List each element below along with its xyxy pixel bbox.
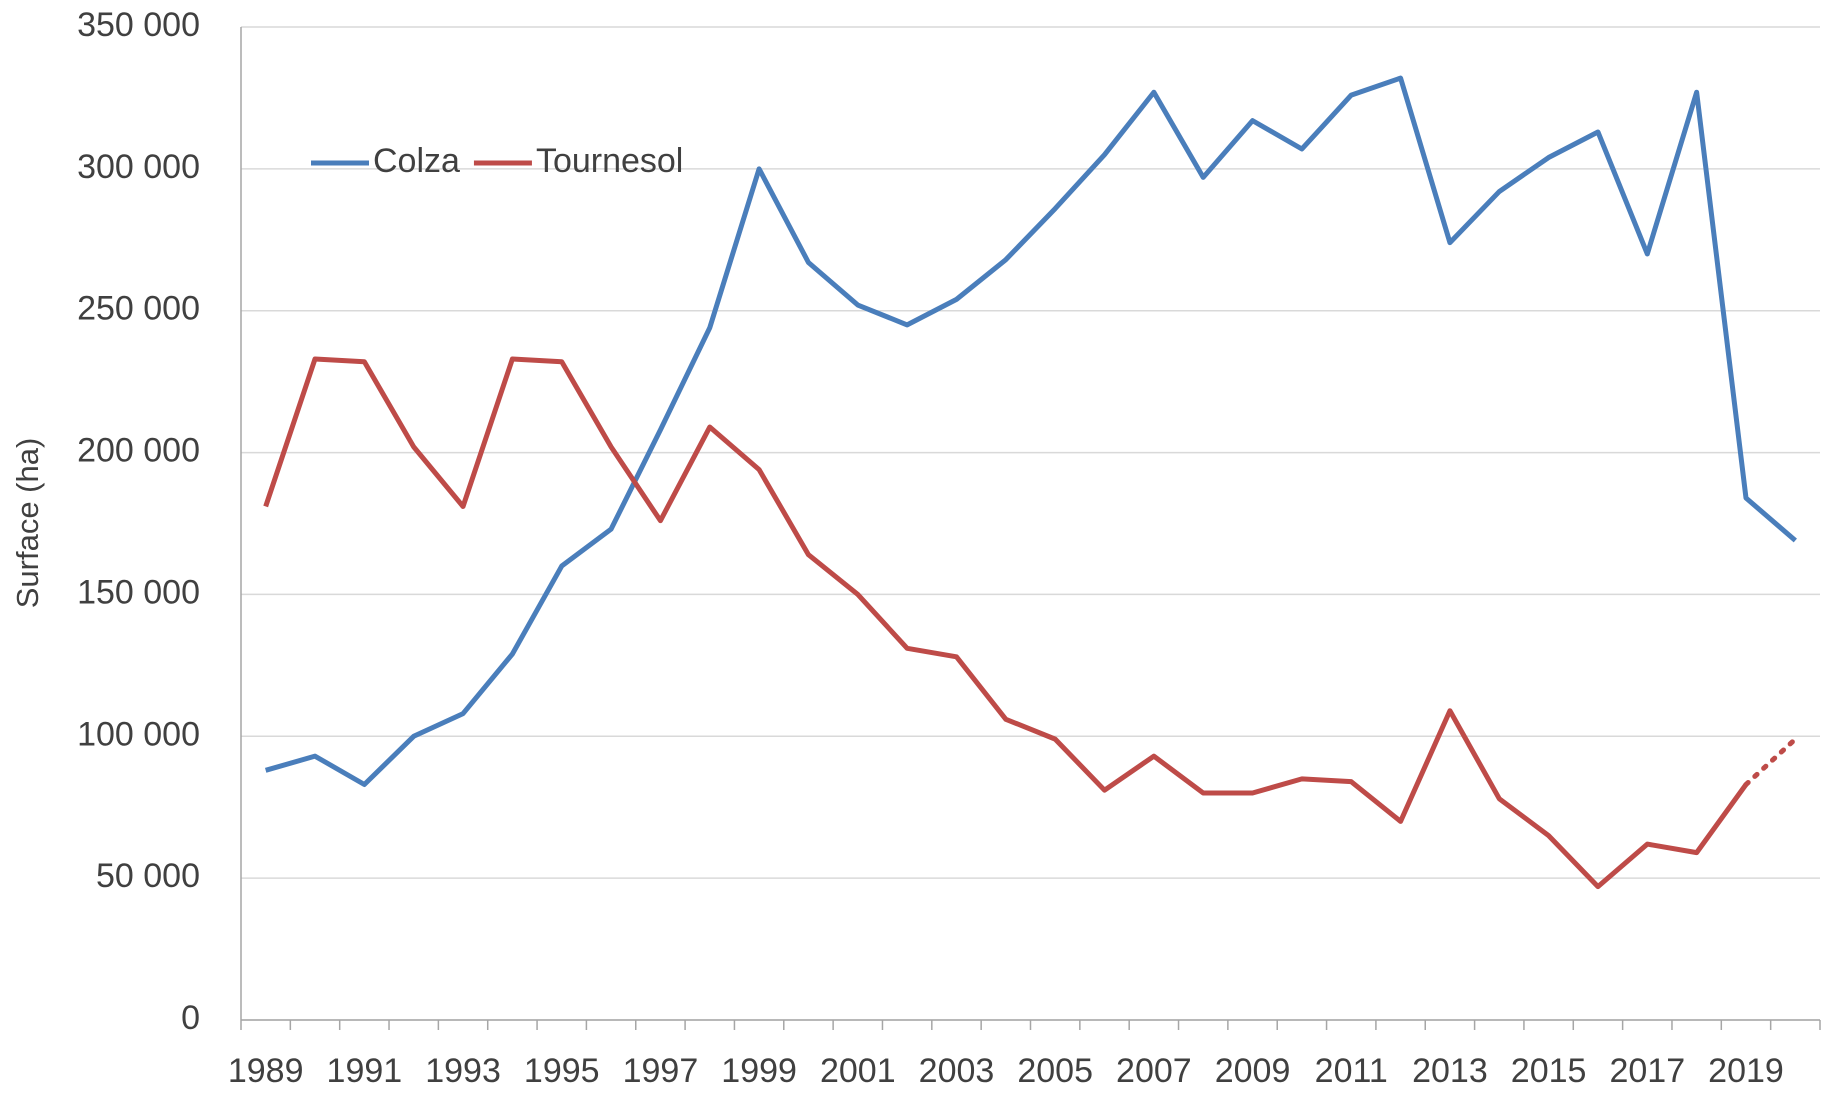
y-tick-label: 200 000 — [77, 432, 200, 470]
line-series-dotted — [1743, 736, 1798, 788]
y-tick-label: 50 000 — [96, 857, 200, 895]
y-tick-label: 350 000 — [77, 6, 200, 44]
x-tick-label: 2001 — [820, 1052, 896, 1090]
x-tick-label: 2015 — [1511, 1052, 1587, 1090]
x-tick-label: 1997 — [623, 1052, 699, 1090]
y-axis-title: Surface (ha) — [10, 438, 45, 609]
x-tick-label: 1989 — [228, 1052, 304, 1090]
legend-label: Tournesol — [536, 142, 683, 180]
x-tick-label: 2007 — [1116, 1052, 1192, 1090]
y-tick-label: 100 000 — [77, 715, 200, 753]
x-tick-label: 2005 — [1017, 1052, 1093, 1090]
x-tick-label: 1993 — [425, 1052, 501, 1090]
y-tick-label: 0 — [181, 999, 200, 1037]
y-tick-label: 300 000 — [77, 148, 200, 186]
legend-label: Colza — [373, 142, 460, 180]
y-tick-label: 250 000 — [77, 290, 200, 328]
x-tick-label: 1999 — [721, 1052, 797, 1090]
x-tick-label: 2011 — [1315, 1052, 1388, 1090]
x-tick-label: 2019 — [1708, 1052, 1784, 1090]
line-series — [264, 75, 1797, 788]
x-tick-label: 2013 — [1412, 1052, 1488, 1090]
line-series — [263, 356, 1749, 890]
y-tick-label: 150 000 — [77, 573, 200, 611]
x-tick-label: 1991 — [327, 1052, 403, 1090]
x-tick-label: 1995 — [524, 1052, 600, 1090]
x-tick-label: 2017 — [1609, 1052, 1685, 1090]
x-tick-label: 2009 — [1215, 1052, 1291, 1090]
x-tick-label: 2003 — [919, 1052, 995, 1090]
